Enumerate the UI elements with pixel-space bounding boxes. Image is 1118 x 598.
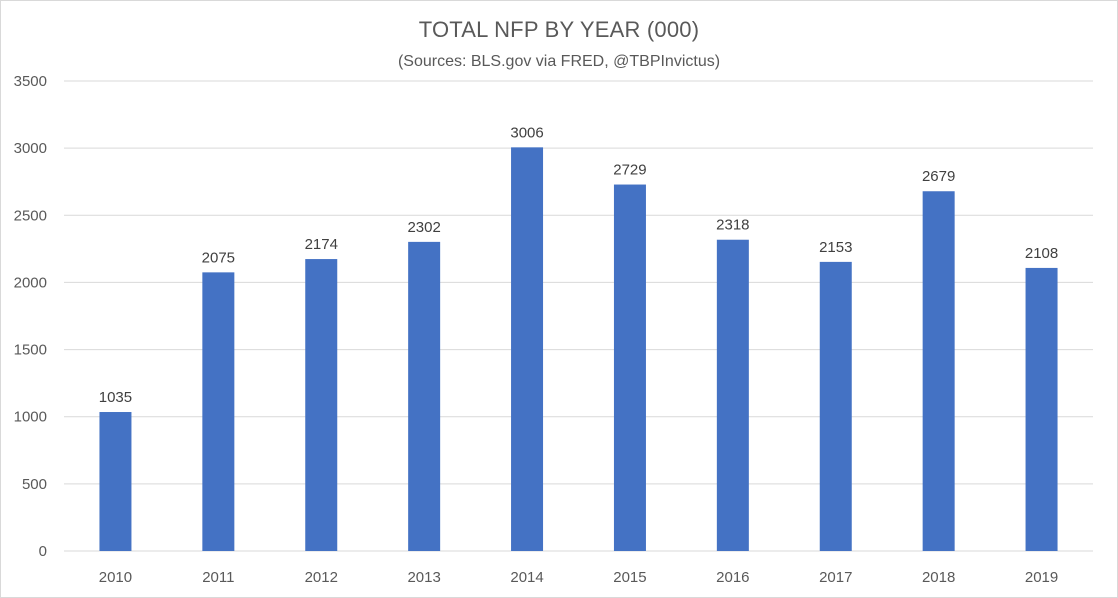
data-label: 2153 <box>819 239 852 256</box>
x-tick-label: 2012 <box>305 569 338 586</box>
data-label: 2302 <box>407 219 440 236</box>
x-tick-label: 2015 <box>613 569 646 586</box>
bar <box>99 412 132 551</box>
y-tick-label: 2000 <box>14 274 47 291</box>
x-tick-label: 2010 <box>99 569 132 586</box>
y-tick-label: 1500 <box>14 342 47 359</box>
y-tick-label: 500 <box>22 476 47 493</box>
x-tick-label: 2017 <box>819 569 852 586</box>
bar <box>202 272 235 551</box>
bar <box>408 241 441 552</box>
x-tick-label: 2019 <box>1025 569 1058 586</box>
data-label: 2729 <box>613 162 646 179</box>
data-label: 1035 <box>99 389 132 406</box>
bar <box>716 239 749 551</box>
bar <box>305 259 338 551</box>
chart-subtitle: (Sources: BLS.gov via FRED, @TBPInvictus… <box>397 53 721 70</box>
bar <box>819 261 852 551</box>
y-tick-label: 1000 <box>14 409 47 426</box>
bar <box>511 147 544 551</box>
data-label: 2075 <box>202 249 235 266</box>
x-tick-label: 2013 <box>407 569 440 586</box>
data-label: 2108 <box>1025 245 1058 262</box>
bar <box>922 191 955 551</box>
data-label: 2174 <box>305 236 338 253</box>
bar <box>1025 267 1058 551</box>
chart-title: TOTAL NFP BY YEAR (000) <box>418 17 700 42</box>
y-tick-label: 0 <box>39 543 47 560</box>
data-label: 2318 <box>716 217 749 234</box>
y-tick-label: 3000 <box>14 140 47 157</box>
x-tick-label: 2016 <box>716 569 749 586</box>
x-tick-label: 2018 <box>922 569 955 586</box>
y-tick-label: 2500 <box>14 207 47 224</box>
x-tick-label: 2014 <box>510 569 543 586</box>
data-label: 3006 <box>510 124 543 141</box>
bar <box>613 184 646 551</box>
x-tick-label: 2011 <box>202 569 234 586</box>
y-tick-label: 3500 <box>14 73 47 90</box>
data-label: 2679 <box>922 168 955 185</box>
